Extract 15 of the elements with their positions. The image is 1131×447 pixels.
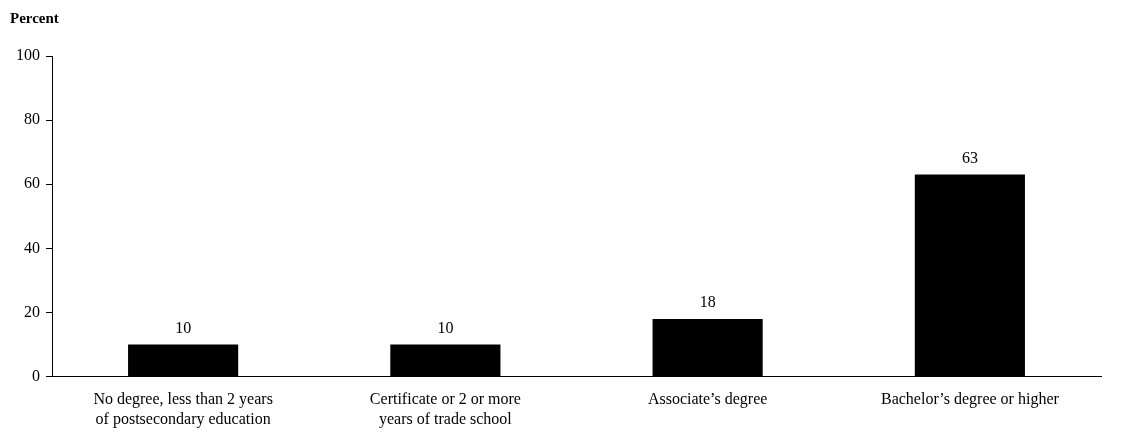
- data-label: 63: [961, 148, 978, 166]
- y-tick-label: 0: [32, 366, 40, 384]
- y-tick-label: 20: [24, 302, 40, 320]
- x-tick-label: No degree, less than 2 years of postsecondary education: [93, 390, 273, 428]
- y-tick-label: 100: [16, 46, 40, 64]
- y-axis-title: Percent: [10, 10, 59, 27]
- data-label: 10: [175, 318, 192, 336]
- y-tick-label: 40: [24, 238, 40, 256]
- data-label: 18: [699, 293, 716, 311]
- x-tick-label: Certificate or 2 or more years of trade school: [369, 390, 521, 428]
- y-tick-label: 60: [24, 174, 40, 192]
- data-label: 10: [437, 318, 454, 336]
- x-tick-label: Associate’s degree: [647, 390, 768, 409]
- x-tick-label: Bachelor’s degree or higher: [880, 390, 1060, 409]
- y-tick-label: 80: [24, 110, 40, 128]
